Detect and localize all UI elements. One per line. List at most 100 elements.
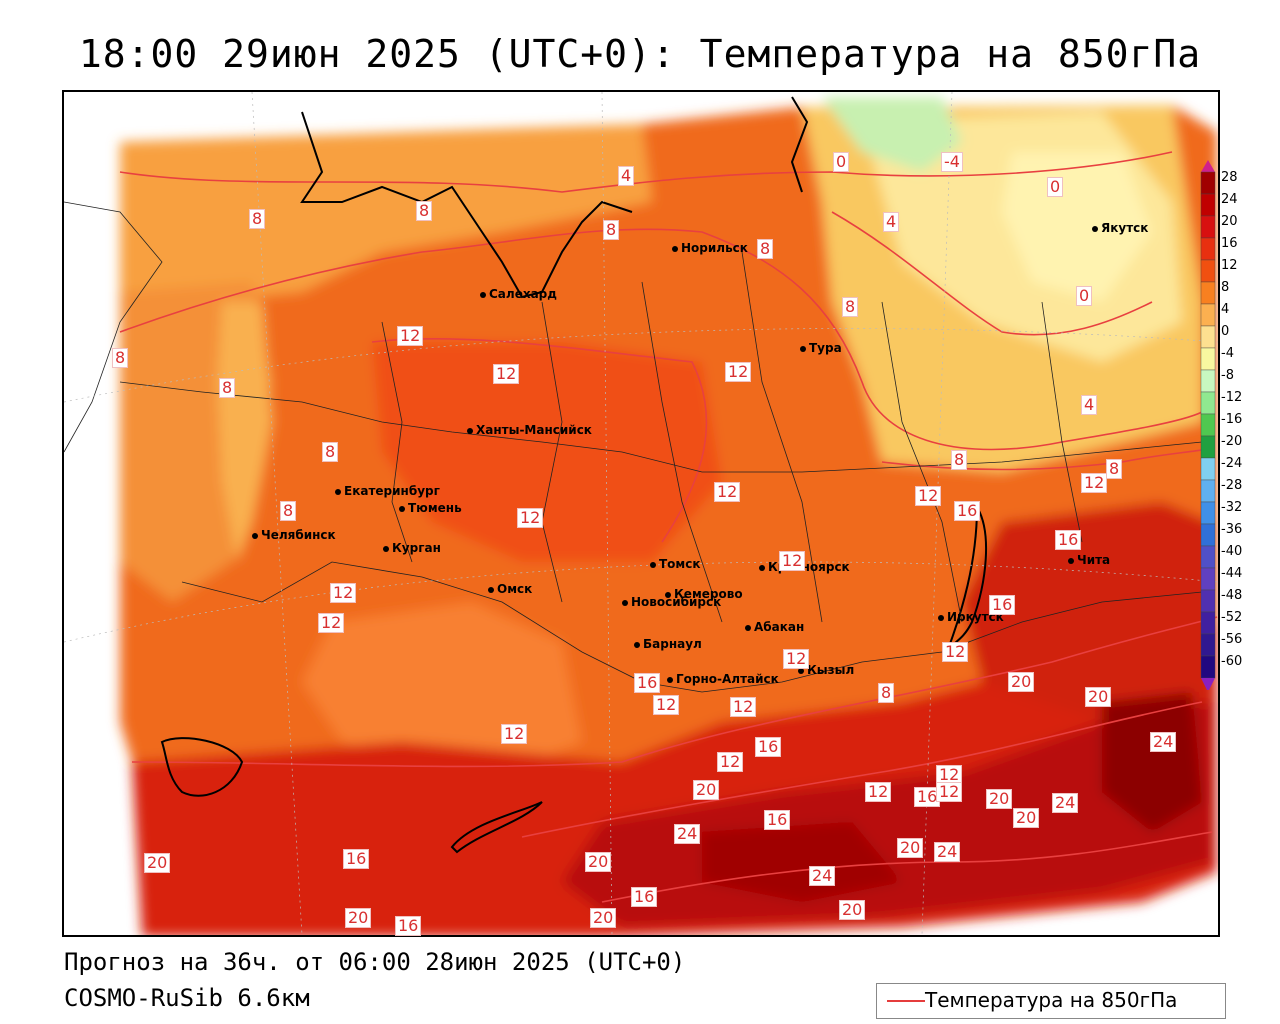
isotherm-value-label: 8 — [112, 348, 129, 368]
isotherm-value-label: 12 — [725, 362, 752, 382]
city-dot-icon — [467, 427, 473, 434]
city-dot-icon — [745, 624, 751, 631]
city-dot-icon — [672, 245, 678, 252]
colorbar-swatch — [1200, 303, 1216, 327]
isotherm-value-label: 12 — [942, 642, 969, 662]
city-label: Тура — [800, 341, 842, 355]
isotherm-value-label: 12 — [501, 724, 528, 744]
isotherm-value-label: 16 — [631, 887, 658, 907]
isotherm-value-label: 12 — [936, 782, 963, 802]
isotherm-value-label: 12 — [730, 697, 757, 717]
city-name: Томск — [659, 557, 701, 571]
colorbar-swatch — [1200, 545, 1216, 569]
city-label: Екатеринбург — [335, 484, 440, 498]
city-dot-icon — [480, 291, 486, 298]
city-label: Новосибирск — [622, 595, 721, 609]
isotherm-value-label: -4 — [941, 152, 963, 172]
colorbar-tick-label: -40 — [1221, 544, 1243, 559]
isotherm-value-label: 8 — [757, 239, 774, 259]
city-name: Екатеринбург — [344, 484, 440, 498]
isotherm-value-label: 20 — [144, 853, 171, 873]
isotherm-value-label: 16 — [1055, 530, 1082, 550]
isotherm-value-label: 24 — [809, 866, 836, 886]
colorbar-swatch — [1200, 347, 1216, 371]
colorbar-tick-label: 28 — [1221, 170, 1238, 185]
colorbar-tick-label: 16 — [1221, 236, 1238, 251]
isotherm-value-label: 0 — [833, 152, 850, 172]
city-label: Томск — [650, 557, 701, 571]
temperature-map — [64, 92, 1218, 935]
colorbar-top-arrow — [1201, 160, 1215, 172]
isotherm-value-label: 8 — [219, 378, 236, 398]
isotherm-value-label: 20 — [1085, 687, 1112, 707]
colorbar-tick-label: 12 — [1221, 258, 1238, 273]
colorbar-swatch — [1200, 391, 1216, 415]
colorbar-tick-label: 8 — [1221, 280, 1230, 295]
colorbar-swatch — [1200, 457, 1216, 481]
isotherm-value-label: 12 — [865, 782, 892, 802]
isotherm-value-label: 8 — [603, 220, 620, 240]
isotherm-value-label: 8 — [249, 209, 266, 229]
city-label: Горно-Алтайск — [667, 672, 779, 686]
isotherm-value-label: 24 — [674, 824, 701, 844]
colorbar-swatch — [1200, 435, 1216, 459]
colorbar-tick-label: -28 — [1221, 478, 1243, 493]
isotherm-value-label: 16 — [395, 916, 422, 936]
isotherm-value-label: 16 — [755, 737, 782, 757]
colorbar-tick-label: -12 — [1221, 390, 1243, 405]
colorbar-swatch — [1200, 413, 1216, 437]
city-dot-icon — [634, 641, 640, 648]
isotherm-value-label: 4 — [618, 166, 635, 186]
isotherm-value-label: 20 — [986, 789, 1013, 809]
isotherm-value-label: 20 — [1008, 672, 1035, 692]
isotherm-value-label: 12 — [779, 551, 806, 571]
city-name: Абакан — [754, 620, 805, 634]
isotherm-lines — [119, 151, 1218, 903]
isotherm-value-label: 24 — [1150, 732, 1177, 752]
city-name: Омск — [497, 582, 533, 596]
isotherm-value-label: 12 — [493, 364, 520, 384]
city-dot-icon — [383, 545, 389, 552]
city-dot-icon — [650, 561, 656, 568]
colorbar-swatch — [1200, 193, 1216, 217]
city-name: Челябинск — [261, 528, 336, 542]
city-dot-icon — [488, 586, 494, 593]
map-panel — [62, 90, 1220, 937]
colorbar-tick-label: -48 — [1221, 588, 1243, 603]
page-title: 18:00 29июн 2025 (UTC+0): Температура на… — [78, 32, 1202, 76]
city-dot-icon — [798, 667, 804, 674]
city-dot-icon — [938, 614, 944, 621]
isotherm-value-label: 8 — [280, 501, 297, 521]
isotherm-value-label: 20 — [693, 780, 720, 800]
colorbar-swatch — [1200, 369, 1216, 393]
colorbar-tick-label: -20 — [1221, 434, 1243, 449]
isotherm-value-label: 8 — [1106, 459, 1123, 479]
isotherm-value-label: 12 — [517, 508, 544, 528]
city-label: Барнаул — [634, 637, 702, 651]
colorbar-swatch — [1200, 259, 1216, 283]
colorbar-swatch — [1200, 281, 1216, 305]
colorbar-tick-label: -36 — [1221, 522, 1243, 537]
city-label: Тюмень — [399, 501, 462, 515]
legend-line-swatch — [887, 1000, 925, 1002]
city-name: Якутск — [1101, 221, 1149, 235]
colorbar-swatch — [1200, 237, 1216, 261]
city-name: Норильск — [681, 241, 748, 255]
city-dot-icon — [800, 345, 806, 352]
city-label: Омск — [488, 582, 532, 596]
colorbar-tick-label: 24 — [1221, 192, 1238, 207]
city-label: Ханты-Мансийск — [467, 423, 592, 437]
legend: Температура на 850гПа — [876, 983, 1226, 1019]
city-name: Тюмень — [408, 501, 462, 515]
colorbar-swatch — [1200, 325, 1216, 349]
colorbar-tick-label: -52 — [1221, 610, 1243, 625]
city-name: Кызыл — [807, 663, 855, 677]
colorbar-tick-label: -56 — [1221, 632, 1243, 647]
city-dot-icon — [1068, 557, 1074, 564]
city-name: Ханты-Мансийск — [476, 423, 592, 437]
isotherm-value-label: 20 — [1013, 808, 1040, 828]
colorbar-swatch — [1200, 589, 1216, 613]
city-dot-icon — [252, 532, 258, 539]
colorbar-swatch — [1200, 523, 1216, 547]
city-name: Горно-Алтайск — [676, 672, 779, 686]
